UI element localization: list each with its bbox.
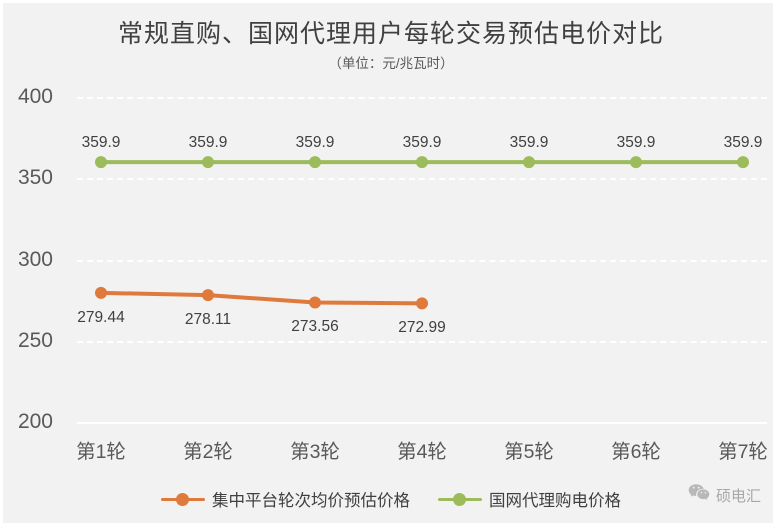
data-label: 359.9 (81, 134, 121, 152)
legend-item-green[interactable]: 国网代理购电价格 (438, 487, 621, 511)
data-point[interactable] (95, 156, 107, 169)
x-axis-tick-3: 第3轮 (290, 441, 340, 463)
y-axis-tick-250: 250 (17, 328, 53, 352)
data-point[interactable] (416, 156, 428, 169)
x-axis-tick-4: 第4轮 (397, 441, 447, 463)
data-point[interactable] (309, 296, 321, 309)
x-axis-tick-5: 第5轮 (504, 441, 554, 463)
data-label: 359.9 (509, 134, 549, 152)
data-point[interactable] (202, 289, 214, 302)
data-label: 359.9 (616, 134, 656, 152)
title-block: 常规直购、国网代理用户每轮交易预估电价对比 （单位：元/兆瓦时） (3, 17, 773, 75)
data-label: 359.9 (188, 134, 228, 152)
page-title: 常规直购、国网代理用户每轮交易预估电价对比 (117, 20, 664, 48)
chart-legend: 集中平台轮次均价预估价格 国网代理购电价格 (3, 487, 773, 511)
plot-area: 200 250 300 350 400 279.44 278.11 273.56 272.99 3… (18, 85, 767, 433)
y-axis-tick-200: 200 (17, 410, 53, 433)
chart-subtitle: （单位：元/兆瓦时） (328, 56, 454, 71)
y-axis-tick-400: 400 (17, 85, 53, 108)
data-label: 279.44 (77, 308, 125, 326)
gridline-300 (77, 259, 767, 262)
data-label: 359.9 (295, 134, 335, 152)
data-label: 359.9 (723, 134, 763, 152)
gridline-400 (77, 97, 767, 99)
gridline-250 (77, 340, 767, 343)
x-axis-tick-7: 第7轮 (718, 441, 768, 463)
x-axis: 第1轮 第2轮 第3轮 第4轮 第5轮 第6轮 第7轮 (76, 435, 768, 465)
data-label: 359.9 (402, 134, 442, 152)
series-line-1 (99, 290, 424, 306)
data-point[interactable] (630, 156, 642, 169)
x-axis-tick-1: 第1轮 (76, 441, 126, 463)
data-point[interactable] (416, 297, 428, 310)
data-label: 273.56 (291, 318, 339, 336)
y-axis-tick-350: 350 (17, 166, 53, 190)
data-point[interactable] (309, 156, 321, 169)
data-point[interactable] (737, 156, 749, 169)
legend-label-green: 国网代理购电价格 (489, 492, 621, 510)
watermark: 硕电汇 (688, 483, 761, 507)
y-axis-tick-300: 300 (17, 247, 53, 271)
x-axis-tick-6: 第6轮 (611, 441, 661, 463)
legend-marker-orange-icon (161, 492, 205, 506)
watermark-text: 硕电汇 (715, 487, 761, 505)
data-point[interactable] (95, 286, 107, 299)
data-label: 278.11 (184, 311, 232, 329)
wechat-icon (688, 483, 710, 507)
gridline-200 (77, 422, 767, 424)
legend-label-orange: 集中平台轮次均价预估价格 (212, 492, 410, 510)
data-point[interactable] (523, 156, 535, 169)
legend-marker-green-icon (438, 492, 482, 506)
data-point[interactable] (202, 156, 214, 169)
x-axis-tick-2: 第2轮 (183, 441, 233, 463)
data-label: 272.99 (398, 319, 446, 337)
gridline-350 (77, 178, 767, 181)
legend-item-orange[interactable]: 集中平台轮次均价预估价格 (161, 487, 410, 511)
series-lines (95, 156, 749, 310)
